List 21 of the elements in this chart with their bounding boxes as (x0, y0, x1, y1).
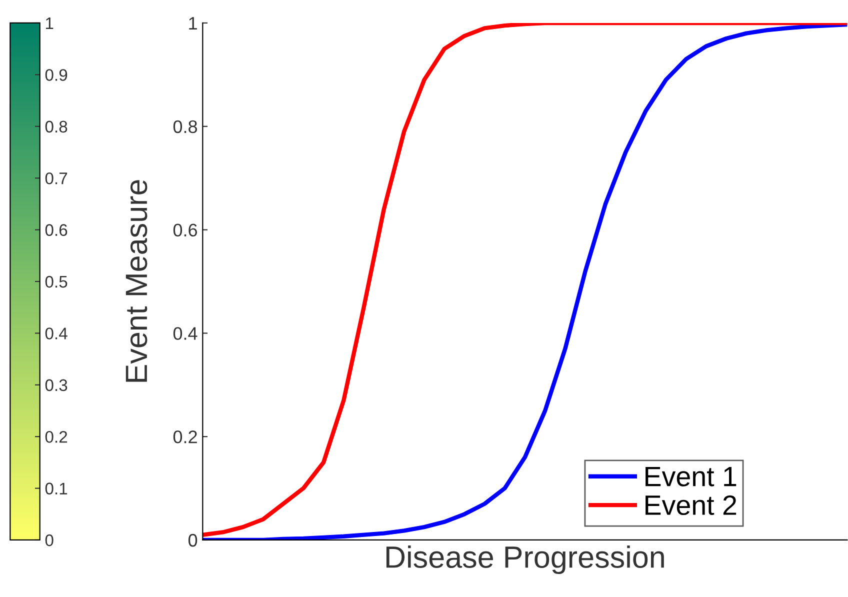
color-bar-label: 0.9 (45, 69, 68, 81)
legend-label: Event 2 (646, 495, 736, 516)
y-tick-label: 0.8 (173, 120, 198, 134)
y-axis-title: Event Measure (126, 180, 148, 382)
y-tick-label: 0.4 (173, 327, 198, 340)
color-bar-label: 0.3 (45, 379, 68, 392)
y-tick-label: 0 (188, 534, 198, 547)
y-tick-label: 0.6 (173, 224, 198, 237)
legend-label: Event 1 (646, 466, 736, 486)
color-bar-label: 0.5 (45, 276, 68, 288)
y-tick-label: 0.2 (173, 430, 197, 444)
color-bar-label: 0.8 (45, 120, 68, 133)
color-bar-label: 1 (46, 18, 54, 30)
color-bar-label: 0.6 (45, 224, 68, 236)
color-bar-label: 0.4 (45, 328, 68, 340)
y-tick-label: 1 (189, 17, 197, 30)
color-bar-label: 0.1 (45, 482, 68, 494)
color-bar-label: 0 (45, 534, 54, 546)
color-bar-label: 0.7 (45, 172, 68, 184)
x-axis-title: Disease Progression (386, 546, 664, 574)
color-bar-label: 0.2 (45, 430, 68, 443)
